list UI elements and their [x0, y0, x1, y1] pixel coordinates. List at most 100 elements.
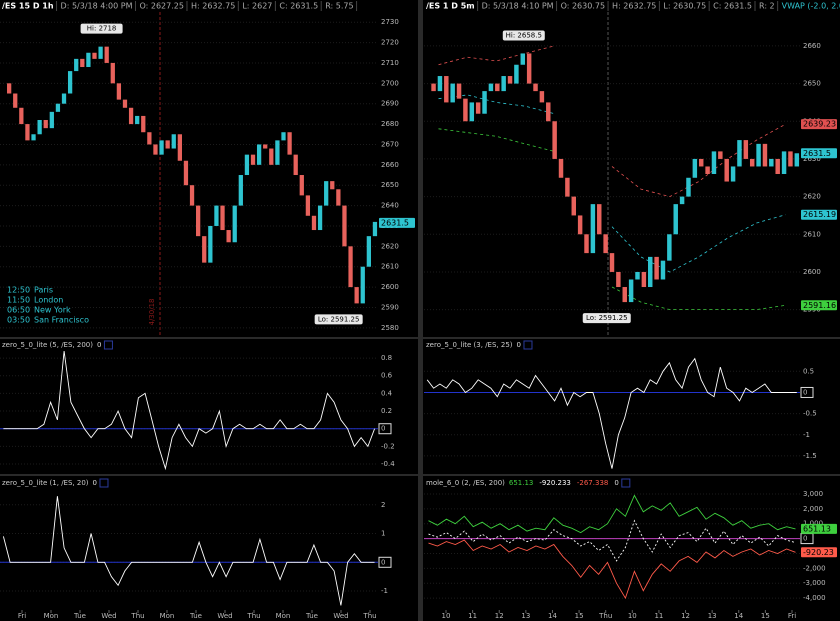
- y-tick-label: 2610: [803, 230, 821, 238]
- y-tick-label: 2640: [381, 202, 399, 210]
- y-tick-label: -0.5: [803, 410, 817, 418]
- y-tick-label: 2620: [803, 193, 821, 201]
- candle: [673, 204, 678, 235]
- candle: [263, 144, 268, 149]
- x-tick-label: Wed: [101, 612, 116, 620]
- last-price-label: 2631.5: [803, 149, 831, 158]
- candle: [293, 154, 298, 176]
- candle: [366, 236, 371, 267]
- indicator-readout: 651.13: [509, 479, 534, 487]
- candle: [590, 204, 596, 254]
- candle: [196, 205, 201, 237]
- candle: [698, 158, 704, 167]
- candle: [520, 53, 526, 65]
- clock-time: 12:50: [7, 286, 30, 295]
- hi-flag: [80, 23, 123, 34]
- candle: [128, 107, 134, 125]
- candle: [330, 181, 335, 190]
- candle: [724, 158, 729, 182]
- candle: [603, 234, 608, 254]
- y-tick-label: 2600: [803, 268, 821, 276]
- indicator-title: zero_5_0_lite (1, /ES, 20): [2, 479, 89, 487]
- candle: [475, 102, 481, 114]
- x-tick-label: Thu: [130, 612, 144, 620]
- candle: [635, 271, 640, 280]
- y-tick-label: 0: [803, 388, 807, 396]
- candle: [488, 83, 494, 92]
- y-tick-label: 0.6: [381, 372, 393, 380]
- candle: [244, 154, 250, 176]
- y-tick-label: 2670: [381, 140, 399, 148]
- quote-field: H: 2632.75: [612, 2, 656, 11]
- clock-time: 06:50: [7, 306, 30, 315]
- x-tick-label: Wed: [333, 612, 348, 620]
- candle: [98, 46, 103, 59]
- candle: [482, 91, 487, 114]
- candle: [501, 76, 506, 92]
- candle: [463, 98, 468, 122]
- pane-divider: [423, 474, 840, 476]
- indicator-line: [426, 357, 797, 469]
- x-tick-label: Wed: [217, 612, 232, 620]
- candle: [546, 102, 551, 122]
- x-tick-label: Tue: [73, 612, 86, 620]
- y-tick-label: -1.5: [803, 452, 817, 460]
- level-swatch: [621, 478, 631, 488]
- quote-field: D: 5/3/18 4:00 PM: [61, 2, 133, 11]
- candle: [692, 158, 698, 178]
- candle: [67, 71, 73, 94]
- candle: [269, 148, 274, 165]
- indicator-line: [428, 539, 796, 600]
- y-tick-label: -1: [803, 431, 810, 439]
- candle: [287, 132, 292, 155]
- candle: [597, 204, 602, 235]
- x-tick-label: 15: [761, 612, 770, 620]
- candle: [711, 151, 717, 174]
- lo-flag: [582, 313, 631, 324]
- candle: [641, 271, 647, 288]
- candle: [628, 279, 634, 303]
- candle: [208, 225, 213, 263]
- candle: [762, 143, 768, 167]
- band-price-label-box: [801, 119, 837, 130]
- candle: [450, 83, 455, 103]
- indicator-line: [2, 496, 375, 606]
- x-tick-label: 11: [468, 612, 477, 620]
- candle: [743, 140, 749, 159]
- x-tick-label: 11: [654, 612, 663, 620]
- candle: [7, 83, 12, 94]
- candle: [104, 46, 109, 63]
- band-price-label: 2615.19: [803, 210, 836, 219]
- candle: [584, 234, 589, 254]
- candle: [86, 52, 91, 68]
- zero-tick-box: [378, 556, 392, 568]
- candle: [565, 177, 570, 197]
- candle: [19, 107, 24, 125]
- symbol-label: /ES 15 D 1h: [2, 2, 54, 11]
- candle: [660, 260, 666, 280]
- candle: [354, 287, 359, 304]
- y-tick-label: 0: [381, 558, 385, 566]
- quote-field: C: 2631.5: [279, 2, 318, 11]
- hi-label: Hi: 2658.5: [506, 31, 542, 39]
- last-price-label-box: [379, 217, 415, 228]
- candle: [13, 93, 18, 108]
- quote-field: H: 2632.75: [191, 2, 235, 11]
- y-tick-label: -0.2: [381, 442, 395, 450]
- panel-divider: [418, 0, 423, 621]
- y-tick-label: 2720: [381, 39, 399, 47]
- candle: [705, 166, 710, 174]
- lo-flag: [314, 314, 363, 325]
- y-tick-label: 0.2: [381, 407, 392, 415]
- candle: [437, 76, 443, 92]
- lo-label: Lo: 2591.25: [586, 314, 628, 322]
- candle: [769, 158, 774, 167]
- candle: [37, 120, 42, 135]
- candle: [456, 83, 462, 99]
- y-tick-label: 2660: [381, 161, 399, 169]
- pane-divider: [423, 337, 840, 339]
- quote-field: C: 2631.5: [713, 2, 752, 11]
- candle: [281, 132, 286, 141]
- x-tick-label: 10: [628, 612, 637, 620]
- y-tick-label: 2620: [381, 242, 399, 250]
